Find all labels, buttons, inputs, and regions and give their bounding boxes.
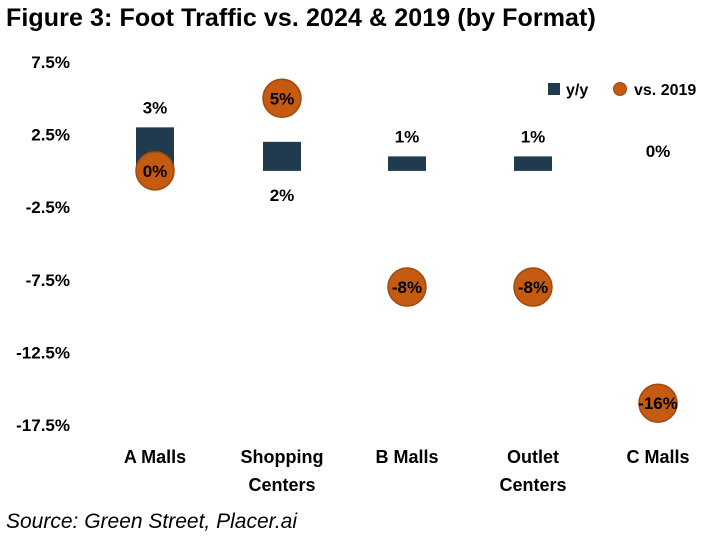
bar-yy bbox=[263, 141, 301, 171]
marker-vs2019 bbox=[513, 267, 553, 307]
legend-swatch-vs2019 bbox=[613, 82, 627, 96]
bar-series bbox=[136, 127, 552, 171]
bar-yy bbox=[514, 156, 552, 171]
y-tick-label: -12.5% bbox=[16, 343, 70, 362]
marker-data-label: 0% bbox=[143, 162, 168, 181]
x-category-label: C Malls bbox=[626, 447, 689, 467]
legend: y/y vs. 2019 bbox=[548, 82, 696, 99]
legend-swatch-yy bbox=[548, 83, 560, 95]
y-tick-label: -7.5% bbox=[26, 271, 70, 290]
y-axis-ticks: 7.5% 2.5% -2.5% -7.5% -12.5% -17.5% bbox=[16, 53, 70, 435]
y-tick-label: -17.5% bbox=[16, 416, 70, 435]
marker-vs2019 bbox=[262, 78, 302, 119]
bar-data-label: 0% bbox=[646, 142, 671, 161]
bar-data-labels: 3% 2% 1% 1% 0% bbox=[143, 98, 671, 205]
x-category-label: Shopping bbox=[241, 447, 324, 467]
x-category-label: Outlet bbox=[507, 447, 559, 467]
marker-data-label: 5% bbox=[270, 89, 295, 108]
legend-label-vs2019: vs. 2019 bbox=[634, 82, 696, 99]
bar-data-label: 2% bbox=[270, 186, 295, 205]
x-category-label: A Malls bbox=[124, 447, 186, 467]
marker-data-label: -8% bbox=[392, 278, 422, 297]
legend-label-yy: y/y bbox=[566, 82, 588, 99]
x-axis-categories: A Malls Shopping Centers B Malls Outlet Cente… bbox=[124, 447, 690, 495]
chart-title: Figure 3: Foot Traffic vs. 2024 & 2019 (… bbox=[6, 4, 596, 32]
marker-data-label: -8% bbox=[518, 278, 548, 297]
marker-vs2019 bbox=[638, 383, 678, 423]
marker-vs2019 bbox=[135, 151, 175, 191]
x-category-label: Centers bbox=[499, 475, 566, 495]
marker-data-label: -16% bbox=[638, 394, 678, 413]
y-tick-label: -2.5% bbox=[26, 198, 70, 217]
bar-data-label: 1% bbox=[395, 127, 420, 146]
chart-source: Source: Green Street, Placer.ai bbox=[6, 510, 298, 533]
y-tick-label: 2.5% bbox=[31, 126, 70, 145]
y-tick-label: 7.5% bbox=[31, 53, 70, 72]
bar-yy bbox=[388, 156, 426, 171]
marker-series: 0% 5% -8% -8% -16% bbox=[135, 78, 678, 423]
bar-data-label: 1% bbox=[521, 127, 546, 146]
x-category-label: B Malls bbox=[375, 447, 438, 467]
bar-data-label: 3% bbox=[143, 98, 168, 117]
x-category-label: Centers bbox=[248, 475, 315, 495]
marker-vs2019 bbox=[387, 267, 427, 307]
